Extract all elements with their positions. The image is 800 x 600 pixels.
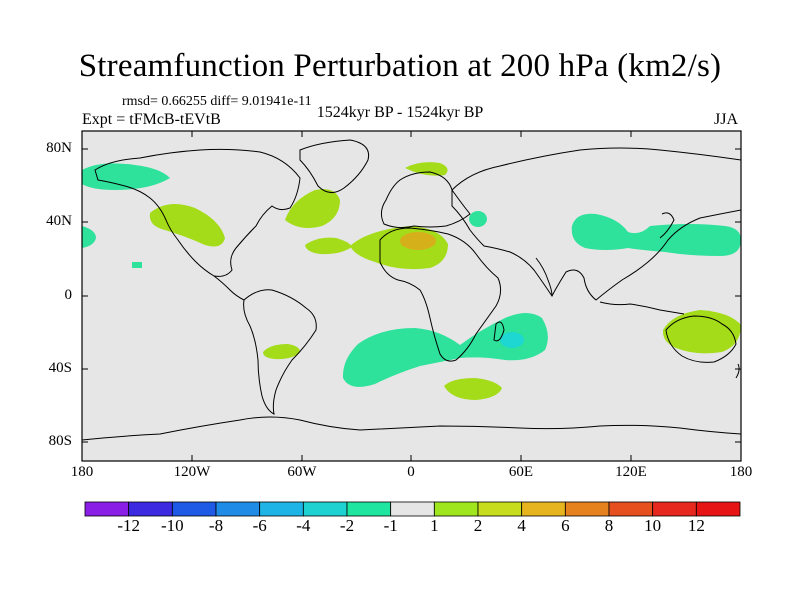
coast-central-america	[213, 275, 245, 301]
colorbar-swatch	[84, 501, 130, 517]
colorbar-label: 8	[604, 516, 614, 535]
anomaly-fills	[82, 162, 741, 400]
coast-asia	[451, 147, 741, 301]
anomaly-arctic	[405, 162, 448, 176]
experiment-label: Expt = tFMcB-tEVtB	[82, 111, 221, 128]
rmsd-diff-stats: rmsd= 0.66255 diff= 9.01941e-11	[122, 94, 312, 109]
coast-greenland	[299, 139, 370, 193]
colorbar-swatch	[215, 501, 261, 517]
anomaly-east-asia	[571, 213, 741, 256]
colorbar-label: 12	[687, 516, 705, 535]
colorbar-swatch	[302, 501, 348, 517]
map-title: Streamfunction Perturbation at 200 hPa (…	[78, 48, 722, 84]
colorbar-swatch	[346, 501, 392, 517]
lon-label-0: 0	[407, 464, 415, 480]
lat-label-80s: 80S	[48, 433, 72, 449]
colorbar-label: -1	[383, 516, 398, 535]
lat-label-40s: 40S	[48, 360, 72, 376]
colorbar-label: 4	[517, 516, 526, 535]
coast-madagascar	[493, 321, 505, 342]
anomaly-west-edge	[82, 226, 96, 248]
anomaly-caribbean	[132, 262, 142, 268]
lon-label-120w: 120W	[173, 464, 211, 480]
anomaly-sahara-core	[400, 232, 436, 250]
anomaly-north-atlantic	[285, 189, 340, 228]
colorbar-swatch	[477, 501, 523, 517]
anomaly-alaska	[82, 163, 170, 190]
coast-australia	[665, 315, 737, 363]
colorbar-swatch	[608, 501, 654, 517]
colorbar-label: -10	[160, 516, 184, 535]
lon-ticks	[81, 131, 742, 461]
coast-antarctica	[82, 416, 741, 441]
coast-africa	[379, 227, 502, 362]
colorbar-swatch	[259, 501, 304, 517]
colorbar-swatch	[390, 501, 435, 517]
colorbar-label: 1	[430, 516, 439, 535]
colorbar-swatch	[564, 501, 610, 517]
colorbar	[84, 501, 741, 517]
period-label: 1524kyr BP - 1524kyr BP	[316, 104, 484, 121]
coast-indonesia	[599, 301, 685, 315]
lon-label-60w: 60W	[287, 464, 317, 480]
colorbar-label: 10	[644, 516, 662, 535]
colorbar-swatch	[695, 501, 741, 517]
coast-south-america	[243, 289, 317, 415]
season-label: JJA	[714, 111, 739, 128]
anomaly-south-america	[263, 344, 300, 360]
anomaly-mid-atlantic	[305, 237, 352, 255]
anomaly-australia	[662, 310, 741, 354]
anomaly-madagascar-core	[500, 332, 524, 348]
lon-label-180e: 180	[729, 464, 753, 480]
colorbar-swatch	[433, 501, 479, 517]
lat-label-40n: 40N	[46, 213, 72, 229]
anomaly-southern-ocean	[444, 378, 502, 400]
colorbar-swatch	[171, 501, 217, 517]
colorbar-label: -2	[339, 516, 355, 535]
colorbar-label: -4	[296, 516, 311, 535]
lon-label-120e: 120E	[615, 464, 647, 480]
map-background	[82, 131, 741, 461]
lat-ticks	[82, 148, 741, 443]
colorbar-label: 6	[561, 516, 570, 535]
colorbar-swatch	[652, 501, 697, 517]
anomaly-north-pacific	[149, 204, 225, 247]
lon-label-60e: 60E	[508, 464, 534, 480]
coastlines	[82, 139, 741, 441]
lat-label-0: 0	[64, 287, 73, 303]
colorbar-label: -8	[208, 516, 224, 535]
coast-india	[535, 257, 553, 297]
colorbar-label: -12	[117, 516, 140, 535]
lat-label-80n: 80N	[46, 140, 72, 156]
anomaly-middle-east	[469, 211, 487, 227]
colorbar-swatch	[128, 501, 173, 517]
colorbar-label: -6	[252, 516, 267, 535]
anomaly-south-atlantic	[342, 313, 548, 387]
lon-label-180w: 180	[70, 464, 94, 480]
colorbar-swatch	[521, 501, 566, 517]
colorbar-label: 2	[473, 516, 483, 535]
coast-north-america	[94, 148, 301, 277]
coast-japan	[659, 212, 675, 239]
coast-new-zealand	[735, 363, 740, 379]
